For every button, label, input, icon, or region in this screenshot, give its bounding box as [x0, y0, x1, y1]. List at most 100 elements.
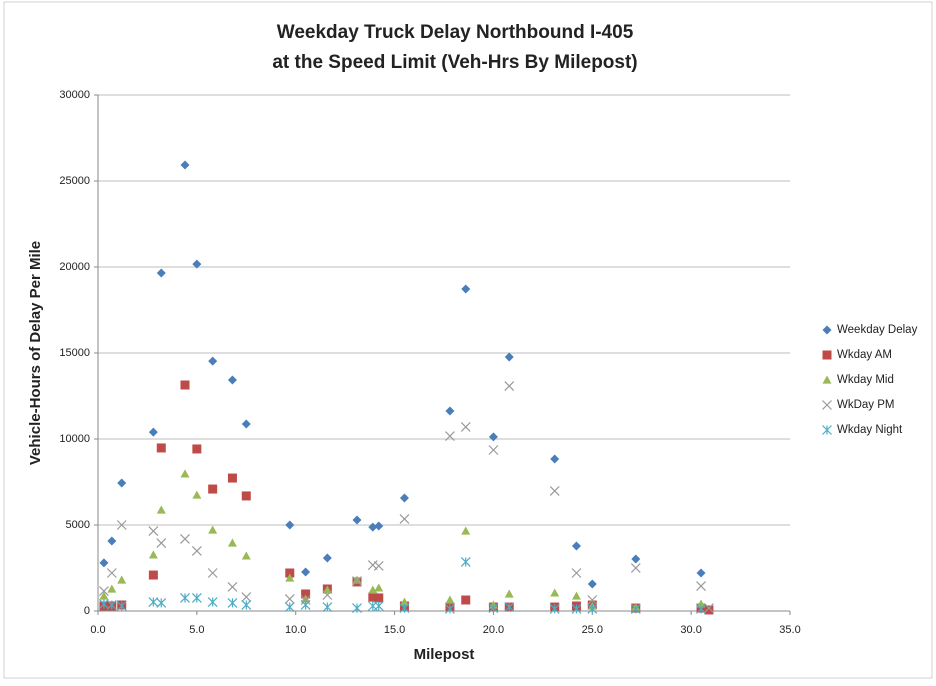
- point: [208, 356, 218, 366]
- legend-marker: [822, 350, 832, 360]
- point: [227, 597, 238, 608]
- point: [207, 568, 218, 578]
- point: [445, 431, 455, 442]
- point: [571, 604, 582, 614]
- point: [504, 352, 514, 362]
- x-tick-label: 20.0: [483, 624, 504, 636]
- point: [374, 583, 384, 592]
- point: [571, 568, 582, 578]
- legend-label: WkDay PM: [837, 399, 895, 411]
- point: [352, 576, 362, 586]
- point: [322, 590, 333, 600]
- point: [148, 427, 158, 437]
- point: [696, 581, 706, 591]
- point: [191, 593, 202, 603]
- x-tick-label: 30.0: [680, 624, 701, 636]
- legend-marker: [822, 325, 832, 335]
- point: [373, 601, 384, 611]
- point: [99, 591, 109, 600]
- point: [488, 432, 498, 442]
- legend-label: Wkday Night: [837, 424, 903, 436]
- y-tick-label: 10000: [59, 433, 90, 445]
- point: [227, 581, 238, 592]
- point: [300, 595, 311, 605]
- point: [227, 538, 237, 547]
- point: [106, 600, 117, 610]
- legend-label: Weekday Delay: [837, 324, 918, 336]
- point: [460, 557, 471, 567]
- point: [504, 381, 515, 391]
- x-tick-label: 5.0: [189, 624, 204, 636]
- point: [704, 605, 714, 615]
- point: [117, 575, 127, 584]
- point: [300, 600, 311, 610]
- point: [368, 522, 378, 532]
- point: [587, 604, 598, 614]
- y-tick-label: 15000: [59, 347, 90, 359]
- y-tick-label: 5000: [66, 519, 90, 531]
- point: [571, 541, 581, 551]
- point: [227, 473, 237, 483]
- point: [445, 604, 455, 614]
- point: [373, 561, 384, 571]
- point: [461, 595, 471, 605]
- point: [322, 585, 332, 594]
- point: [399, 603, 410, 614]
- x-axis-title: Milepost: [414, 646, 475, 663]
- point: [99, 558, 109, 568]
- point: [116, 520, 127, 530]
- point: [148, 570, 158, 580]
- x-tick-label: 15.0: [384, 624, 405, 636]
- y-tick-label: 25000: [59, 175, 90, 187]
- chart-title: at the Speed Limit (Veh-Hrs By Milepost): [272, 52, 637, 73]
- point: [704, 603, 714, 614]
- point: [696, 604, 706, 614]
- point: [461, 526, 471, 535]
- point: [301, 589, 311, 599]
- point: [148, 526, 159, 536]
- point: [352, 575, 362, 584]
- point: [399, 514, 410, 524]
- x-tick-label: 35.0: [779, 624, 800, 636]
- point: [285, 573, 295, 582]
- point: [504, 589, 514, 598]
- point: [180, 534, 190, 544]
- point: [241, 419, 251, 429]
- point: [504, 602, 515, 612]
- legend-marker: [822, 375, 832, 384]
- point: [549, 604, 560, 614]
- point: [156, 538, 167, 548]
- point: [156, 505, 166, 514]
- chart-frame: [3, 1, 933, 679]
- x-tick-label: 0.0: [90, 624, 105, 636]
- point: [241, 551, 251, 560]
- point: [208, 484, 218, 494]
- y-tick-label: 20000: [59, 261, 90, 273]
- point: [488, 445, 499, 455]
- point: [631, 554, 641, 564]
- point: [192, 490, 202, 499]
- point: [99, 586, 109, 596]
- point: [156, 597, 167, 608]
- point: [368, 585, 378, 594]
- point: [207, 597, 218, 607]
- point: [227, 375, 237, 385]
- point: [399, 597, 409, 606]
- y-axis-title: Vehicle-Hours of Delay Per Mile: [27, 241, 44, 465]
- point: [550, 588, 560, 597]
- point: [107, 584, 117, 593]
- point: [284, 602, 295, 612]
- point: [99, 599, 109, 609]
- point: [180, 160, 190, 170]
- chart-title: Weekday Truck Delay Northbound I-405: [277, 22, 634, 43]
- point: [571, 591, 581, 600]
- legend-label: Wkday AM: [837, 349, 892, 361]
- point: [192, 259, 202, 269]
- point: [180, 469, 190, 478]
- legend-marker: [822, 425, 832, 435]
- point: [587, 579, 597, 589]
- point: [587, 595, 598, 605]
- point: [192, 444, 202, 454]
- x-tick-label: 10.0: [285, 624, 306, 636]
